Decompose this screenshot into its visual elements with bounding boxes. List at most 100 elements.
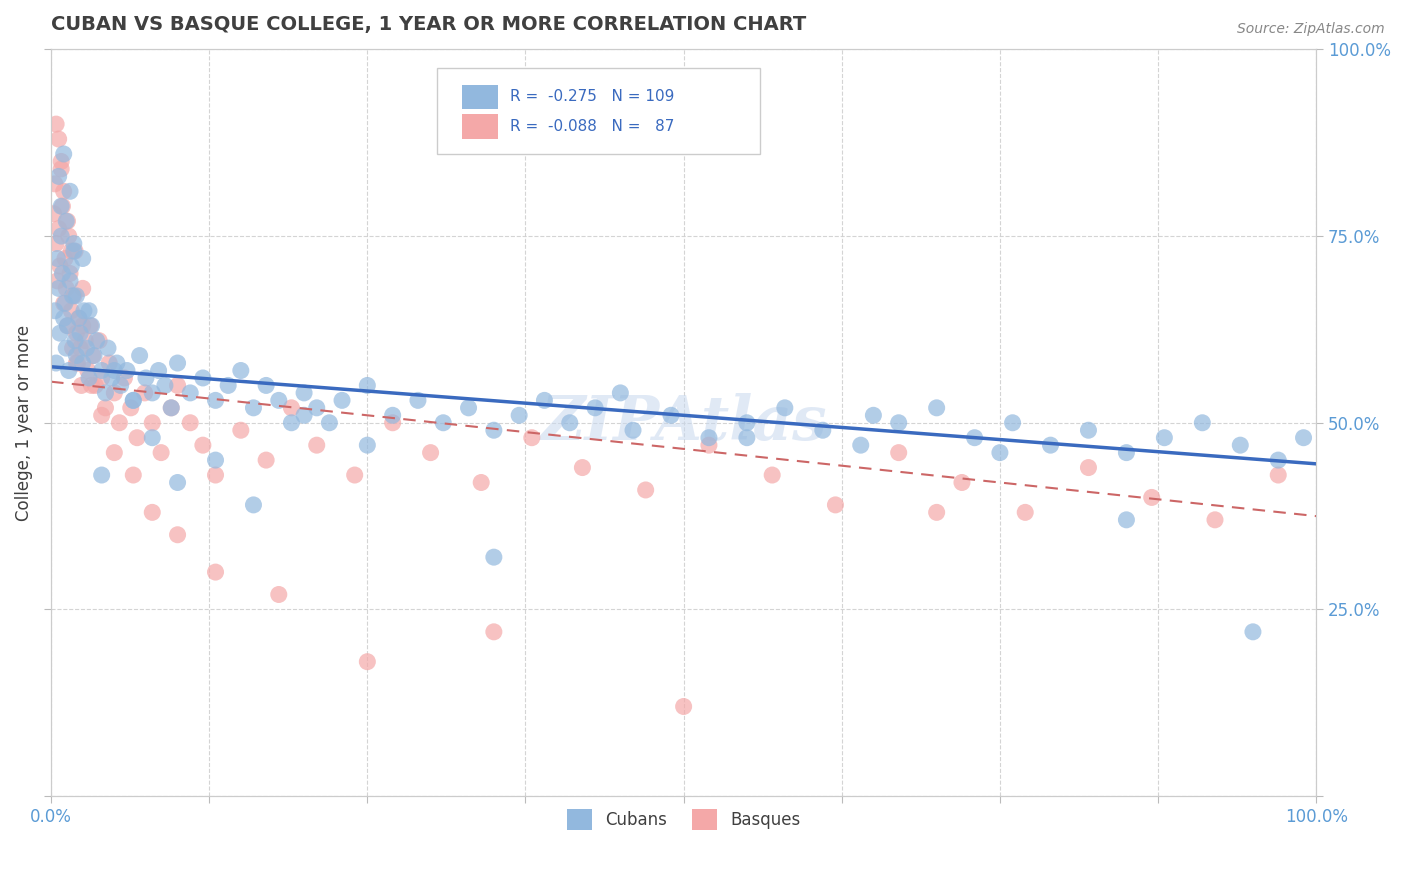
Point (77, 371, 100, 385)
Point (179, 416, 201, 430)
Point (55, 214, 77, 228)
Point (115, 363, 138, 377)
Point (305, 401, 328, 415)
Point (128, 349, 150, 363)
Point (52, 296, 75, 310)
Point (84, 378, 107, 392)
Point (330, 393, 353, 408)
Point (56, 318, 79, 333)
Point (381, 409, 404, 423)
Point (887, 416, 910, 430)
Point (44, 303, 66, 318)
Point (65, 326, 87, 341)
Point (1077, 460, 1099, 475)
Point (925, 401, 948, 415)
Point (69, 326, 91, 341)
Point (77, 303, 100, 318)
Point (65, 356, 87, 370)
Text: Source: ZipAtlas.com: Source: ZipAtlas.com (1237, 22, 1385, 37)
Point (80, 318, 103, 333)
Point (51, 199, 73, 213)
Point (48, 281, 70, 295)
Point (122, 468, 145, 483)
Point (73, 303, 96, 318)
Point (1267, 468, 1289, 483)
Point (229, 363, 252, 377)
Point (63, 244, 86, 258)
Point (761, 468, 783, 483)
Point (672, 699, 695, 714)
Point (65, 289, 87, 303)
Point (292, 409, 315, 423)
Point (533, 393, 555, 408)
Point (56, 318, 79, 333)
Point (63, 244, 86, 258)
Point (166, 528, 188, 542)
Point (583, 401, 606, 415)
Point (318, 416, 340, 430)
Point (148, 363, 170, 377)
Text: ZIPAtlas: ZIPAtlas (540, 392, 827, 453)
Point (520, 431, 543, 445)
Point (634, 483, 657, 497)
Point (53, 296, 76, 310)
Point (824, 498, 846, 512)
Point (51, 199, 73, 213)
Point (42, 207, 65, 221)
Point (55, 341, 77, 355)
Point (103, 363, 125, 377)
Point (508, 409, 530, 423)
Point (53, 252, 76, 266)
Point (1292, 431, 1315, 445)
Y-axis label: College, 1 year or more: College, 1 year or more (15, 325, 32, 521)
Point (292, 385, 315, 400)
Point (862, 409, 884, 423)
Point (254, 378, 277, 392)
Point (1229, 438, 1251, 452)
Point (166, 378, 188, 392)
Point (419, 445, 441, 459)
Point (571, 460, 593, 475)
Point (59, 274, 82, 288)
Point (75, 334, 97, 348)
Point (381, 416, 404, 430)
Point (65, 349, 87, 363)
Point (1191, 416, 1213, 430)
Point (204, 468, 226, 483)
Point (773, 401, 796, 415)
Point (135, 371, 157, 385)
Point (141, 505, 163, 519)
FancyBboxPatch shape (463, 114, 498, 139)
Point (98, 356, 121, 370)
Point (457, 401, 479, 415)
Point (166, 356, 188, 370)
Point (51, 267, 73, 281)
Point (160, 401, 183, 415)
Point (46, 274, 69, 288)
Point (356, 655, 378, 669)
Point (1039, 438, 1062, 452)
Point (59, 267, 82, 281)
Point (52, 311, 75, 326)
Point (45, 356, 67, 370)
Point (1001, 416, 1024, 430)
Point (48, 169, 70, 184)
Point (67, 311, 90, 326)
Point (56, 214, 79, 228)
Point (90, 409, 112, 423)
Point (72, 281, 94, 295)
Point (89, 334, 111, 348)
Point (267, 393, 290, 408)
Point (76, 341, 98, 355)
Point (191, 438, 214, 452)
Point (242, 498, 264, 512)
Point (150, 445, 173, 459)
Point (1115, 445, 1137, 459)
Point (141, 431, 163, 445)
Point (1241, 624, 1264, 639)
Point (72, 252, 94, 266)
Point (735, 431, 758, 445)
Point (229, 423, 252, 437)
Point (267, 587, 290, 601)
Point (482, 423, 505, 437)
